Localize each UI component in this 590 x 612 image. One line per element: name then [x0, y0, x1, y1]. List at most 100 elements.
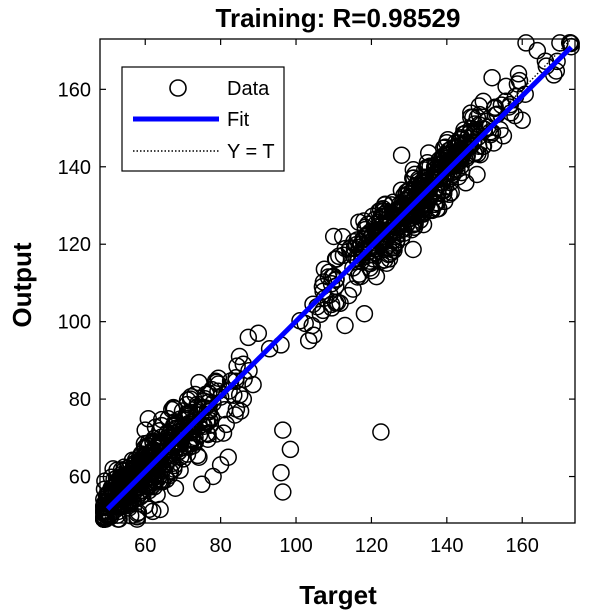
data-point — [508, 75, 527, 93]
data-point — [509, 65, 528, 83]
data-point — [169, 427, 188, 445]
data-point — [145, 478, 164, 496]
data-point — [353, 245, 371, 264]
data-point — [181, 390, 200, 408]
data-point — [361, 259, 379, 277]
data-point — [394, 220, 413, 238]
data-point — [471, 145, 489, 164]
data-point — [249, 324, 268, 343]
data-point — [214, 424, 233, 442]
data-point — [344, 280, 362, 298]
data-point — [139, 410, 158, 428]
data-point — [274, 421, 292, 439]
data-point — [161, 463, 180, 481]
data-point — [347, 249, 365, 267]
data-point — [108, 494, 126, 512]
data-point — [138, 459, 157, 477]
data-point — [315, 260, 334, 278]
data-point — [281, 440, 300, 459]
x-tick-label: 60 — [134, 535, 156, 557]
y-tick-label: 160 — [58, 79, 91, 101]
data-point — [348, 268, 367, 286]
data-point — [227, 368, 245, 387]
data-point — [215, 400, 234, 419]
data-point — [372, 423, 390, 441]
data-point — [226, 406, 244, 424]
data-point — [148, 454, 167, 473]
data-point — [392, 146, 411, 164]
data-point — [181, 416, 200, 434]
y-tick-label: 60 — [69, 467, 91, 489]
y-tick-label: 100 — [58, 312, 91, 334]
data-point — [405, 218, 424, 237]
data-point — [114, 466, 133, 484]
axes-box — [99, 38, 576, 524]
data-point — [324, 227, 343, 246]
data-point — [440, 185, 458, 204]
y-tick-label: 120 — [58, 234, 91, 256]
data-point — [371, 224, 389, 243]
data-point — [166, 479, 185, 497]
y-tick-label: 140 — [58, 157, 91, 179]
data-point — [181, 435, 200, 453]
data-point — [384, 238, 403, 257]
data-point — [437, 164, 456, 183]
data-point — [483, 68, 501, 87]
data-point — [220, 382, 238, 400]
data-point — [272, 463, 290, 482]
data-point — [304, 326, 323, 345]
data-point — [133, 462, 152, 481]
data-point — [109, 492, 127, 511]
data-point — [404, 240, 422, 259]
data-point — [183, 412, 202, 431]
y-axis-ticks: 60 80 100 120 140 160 — [58, 79, 575, 489]
data-point — [144, 458, 163, 476]
data-point — [304, 295, 322, 313]
data-point — [244, 375, 262, 394]
data-point — [336, 316, 354, 335]
data-point — [225, 386, 243, 404]
x-tick-label: 80 — [210, 535, 232, 557]
data-point — [528, 41, 547, 60]
data-point — [497, 77, 515, 96]
data-point — [355, 212, 373, 230]
x-axis-label: Target — [299, 580, 377, 610]
data-point — [151, 500, 169, 519]
data-point — [260, 340, 279, 358]
data-point — [355, 304, 374, 323]
x-tick-label: 100 — [279, 535, 312, 557]
data-point — [172, 425, 190, 443]
data-point — [376, 195, 394, 214]
legend-label-data: Data — [227, 78, 270, 100]
data-point — [468, 165, 486, 184]
data-point — [207, 425, 226, 443]
data-point — [513, 111, 531, 130]
legend-label-identity: Y = T — [227, 141, 275, 163]
data-point — [380, 250, 399, 268]
data-point — [322, 275, 341, 293]
data-point — [336, 239, 355, 258]
data-point — [194, 392, 213, 410]
data-point — [303, 316, 321, 335]
data-point — [152, 472, 170, 491]
data-point — [274, 483, 292, 501]
data-point — [433, 147, 452, 166]
data-point — [129, 486, 148, 504]
data-point — [144, 502, 162, 521]
legend-label-fit: Fit — [227, 109, 250, 131]
data-point — [230, 347, 249, 366]
legend-data-marker — [169, 79, 187, 97]
data-point — [466, 115, 484, 133]
data-point — [193, 475, 211, 494]
data-point — [234, 390, 253, 408]
data-point — [494, 127, 513, 145]
data-point — [171, 448, 190, 466]
data-point — [455, 121, 473, 139]
data-point — [165, 399, 184, 418]
data-point — [239, 328, 258, 347]
plot-area — [95, 34, 580, 528]
data-point — [314, 301, 332, 320]
data-point — [328, 293, 347, 312]
x-axis-ticks: 60 80 100 120 140 160 — [134, 39, 539, 557]
